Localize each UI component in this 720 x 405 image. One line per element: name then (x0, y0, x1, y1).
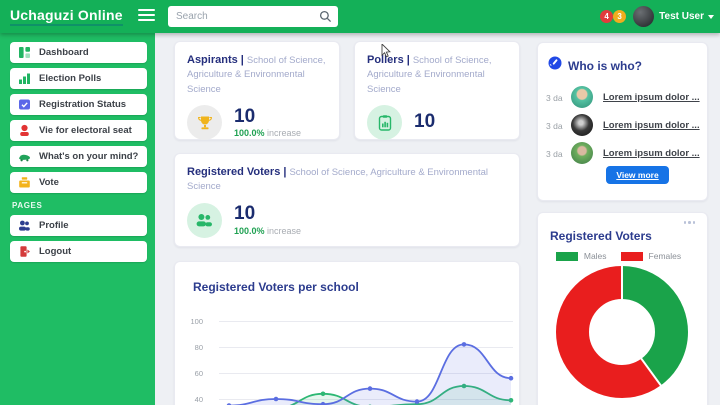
y-tick-label: 80 (194, 343, 203, 352)
pollers-card: Pollers | School of Science, Agriculture … (354, 41, 520, 141)
line-chart-svg (226, 342, 514, 405)
vie-icon (18, 124, 31, 137)
pen-circle-icon (548, 56, 562, 75)
clipboard-chart-icon (367, 105, 402, 141)
post-time: 3 da (546, 149, 563, 159)
sidebar-item-label: Election Polls (39, 73, 102, 84)
brand-title[interactable]: Uchaguzi Online (10, 7, 123, 26)
sidebar-item-election-polls[interactable]: Election Polls (10, 68, 147, 89)
avatar[interactable] (571, 86, 593, 108)
post-link[interactable]: Lorem ipsum dolor ... (603, 148, 700, 159)
sidebar-item-label: Vie for electoral seat (39, 125, 132, 136)
dashboard-icon (18, 46, 31, 59)
who-row: 3 da Lorem ipsum dolor ... (538, 113, 707, 141)
sidebar-item-label: What's on your mind? (39, 151, 139, 162)
registration-icon (18, 98, 31, 111)
top-bar: Uchaguzi Online 4 3 Test User (0, 0, 720, 33)
sidebar-item-profile[interactable]: Profile (10, 215, 147, 236)
search-icon[interactable] (319, 10, 332, 23)
aspirants-card: Aspirants | School of Science, Agricultur… (174, 41, 340, 141)
sidebar-section-label: PAGES (12, 201, 43, 210)
sidebar-item-dashboard[interactable]: Dashboard (10, 42, 147, 63)
donut-chart-svg (556, 265, 688, 398)
line-chart-title: Registered Voters per school (193, 280, 359, 294)
registered-voters-trend: 100.0% increase (234, 226, 302, 237)
registered-voters-card-title: Registered Voters | School of Science, Ag… (187, 166, 489, 193)
sidebar: Dashboard Election Polls Registration St… (0, 33, 155, 405)
voters-per-school-card: Registered Voters per school 100 80 60 40 (174, 261, 520, 405)
avatar[interactable] (571, 114, 593, 136)
chevron-down-icon (708, 14, 714, 19)
sidebar-item-registration-status[interactable]: Registration Status (10, 94, 147, 115)
males-legend-swatch (555, 251, 578, 261)
people-icon (187, 202, 222, 238)
y-tick-label: 60 (194, 369, 203, 378)
females-legend-label: Females (648, 251, 682, 261)
user-menu[interactable]: Test User (659, 11, 714, 22)
trophy-icon (187, 105, 222, 141)
sidebar-item-label: Vote (39, 177, 59, 188)
post-time: 3 da (546, 93, 563, 103)
aspirants-trend: 100.0% increase (234, 128, 302, 139)
post-time: 3 da (546, 121, 563, 131)
pollers-card-title: Pollers | School of Science, Agriculture … (367, 54, 492, 95)
registered-voters-count: 10 (234, 203, 256, 225)
avatar[interactable] (571, 142, 593, 164)
post-link[interactable]: Lorem ipsum dolor ... (603, 120, 700, 131)
donut-legend: Males Females (538, 251, 707, 261)
aspirants-count: 10 (234, 105, 256, 127)
who-row: 3 da Lorem ipsum dolor ... (538, 85, 707, 113)
y-tick-label: 40 (194, 395, 203, 404)
sidebar-item-vote[interactable]: Vote (10, 172, 147, 193)
who-is-who-card: Who is who? 3 da Lorem ipsum dolor ... 3… (537, 42, 708, 201)
sidebar-item-label: Dashboard (39, 47, 89, 58)
vote-icon (18, 176, 31, 189)
who-is-who-title: Who is who? (568, 58, 642, 73)
polls-icon (18, 72, 31, 85)
sidebar-item-label: Registration Status (39, 99, 127, 110)
post-link[interactable]: Lorem ipsum dolor ... (603, 92, 700, 103)
user-name: Test User (659, 11, 704, 22)
males-legend-label: Males (583, 251, 607, 261)
hamburger-menu-icon[interactable] (138, 9, 155, 23)
y-tick-label: 100 (190, 317, 203, 326)
pollers-count: 10 (414, 111, 436, 133)
logout-icon (18, 245, 31, 258)
message-badge[interactable]: 3 (613, 10, 627, 23)
view-more-button[interactable]: View more (606, 166, 669, 184)
search-input[interactable] (168, 6, 338, 27)
user-avatar[interactable] (633, 6, 655, 27)
who-row: 3 da Lorem ipsum dolor ... (538, 141, 707, 169)
sidebar-item-label: Logout (39, 246, 72, 257)
more-options-icon[interactable] (683, 221, 695, 224)
sidebar-item-whats-on-your-mind[interactable]: What's on your mind? (10, 146, 147, 167)
registered-voters-card: Registered Voters | School of Science, Ag… (174, 153, 520, 247)
aspirants-card-title: Aspirants | School of Science, Agricultur… (187, 54, 326, 95)
females-legend-swatch (620, 251, 643, 261)
mind-icon (18, 150, 31, 163)
sidebar-item-logout[interactable]: Logout (10, 241, 147, 262)
notification-badge[interactable]: 4 (600, 10, 614, 23)
donut-chart-title: Registered Voters (550, 229, 652, 243)
sidebar-item-vie-for-seat[interactable]: Vie for electoral seat (10, 120, 147, 141)
profile-icon (18, 219, 31, 232)
registered-voters-chart-card: Registered Voters Males Females (537, 212, 708, 405)
sidebar-item-label: Profile (39, 220, 69, 231)
